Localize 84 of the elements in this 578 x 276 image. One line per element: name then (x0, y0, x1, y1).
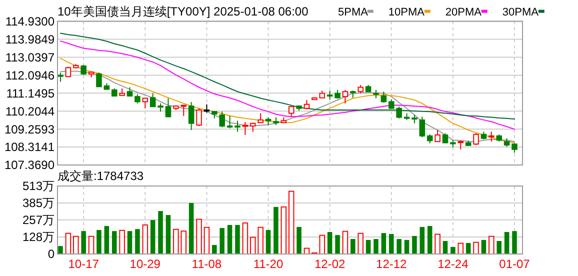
x-tick-label: 01-07 (499, 257, 530, 271)
bar (450, 246, 456, 254)
legend-label: 20PMA (445, 6, 482, 18)
bar (204, 226, 210, 254)
bar (366, 240, 371, 254)
y-tick-label: 513万 (22, 179, 54, 194)
bar (242, 222, 248, 254)
y-tick-label: 257万 (22, 213, 54, 228)
bar (481, 240, 486, 254)
bar (220, 228, 224, 254)
bar (274, 206, 278, 254)
legend-label: 10PMA (388, 6, 426, 18)
y-tick-label: 112.0946 (5, 68, 55, 82)
y-tick-label: 109.2593 (4, 122, 55, 136)
x-tick-label: 12-02 (314, 257, 346, 271)
bar (127, 231, 132, 254)
chart-title: 10年美国债当月连续[TY00Y] 2025-01-08 06:00 (58, 4, 309, 18)
bar (104, 226, 110, 254)
y-tick-label: 128万 (22, 230, 54, 244)
bar (504, 232, 510, 254)
x-tick-label: 11-08 (192, 257, 222, 271)
bar (196, 218, 202, 254)
bar (227, 224, 232, 254)
bar (166, 215, 171, 254)
bar (150, 220, 156, 254)
bar (466, 243, 471, 254)
x-tick-label: 11-20 (253, 257, 284, 271)
line-series (60, 40, 515, 130)
bar (296, 226, 302, 254)
bar (420, 226, 425, 254)
bar (350, 239, 356, 254)
bar (119, 230, 125, 254)
y-tick-label: 113.0397 (5, 50, 55, 64)
bar (473, 242, 479, 254)
bar (158, 211, 163, 254)
bar (288, 190, 294, 254)
bar (280, 206, 287, 254)
legend-label: 5PMA (338, 6, 369, 18)
y-tick-label: 0 (48, 247, 55, 262)
bar (88, 236, 94, 254)
bar (512, 231, 517, 254)
y-tick-label: 114.9300 (5, 14, 55, 28)
bar (212, 244, 217, 254)
chart-title: 成交量:1784733 (58, 169, 144, 183)
x-tick-label: 12-24 (438, 257, 469, 271)
bar (135, 229, 140, 254)
bar (58, 246, 63, 254)
bar (342, 230, 348, 254)
legend-label: 30PMA (502, 6, 540, 18)
bar (73, 236, 79, 254)
y-tick-label: 113.9849 (5, 32, 55, 46)
x-tick-label: 10-29 (130, 257, 161, 271)
y-tick-label: 111.1495 (6, 86, 55, 100)
y-tick-label: 108.3141 (4, 140, 55, 154)
bar (396, 239, 402, 254)
candlestick (165, 98, 172, 118)
bar (358, 232, 364, 254)
bar (65, 232, 72, 254)
bar (327, 232, 332, 254)
bar (335, 235, 340, 254)
y-tick-label: 107.3690 (4, 158, 55, 172)
bar (381, 233, 386, 254)
bar (374, 239, 378, 254)
bar (188, 202, 194, 254)
y-tick-label: 385万 (22, 196, 54, 210)
bar (488, 236, 494, 254)
line-series (60, 32, 515, 120)
bar (404, 240, 410, 254)
candlestick (142, 98, 148, 109)
bar (235, 224, 240, 254)
bar (388, 234, 394, 254)
bar (96, 230, 102, 254)
x-tick-label: 10-17 (68, 257, 100, 271)
y-tick-label: 110.2044 (5, 104, 55, 118)
bar (266, 230, 271, 254)
bar (442, 241, 448, 254)
bar (81, 231, 86, 254)
bar (427, 226, 432, 254)
x-tick-label: 12-12 (376, 257, 408, 271)
bar (496, 241, 502, 254)
bar (142, 224, 148, 254)
bar (412, 236, 417, 254)
bar (112, 231, 117, 254)
bar (434, 234, 440, 254)
